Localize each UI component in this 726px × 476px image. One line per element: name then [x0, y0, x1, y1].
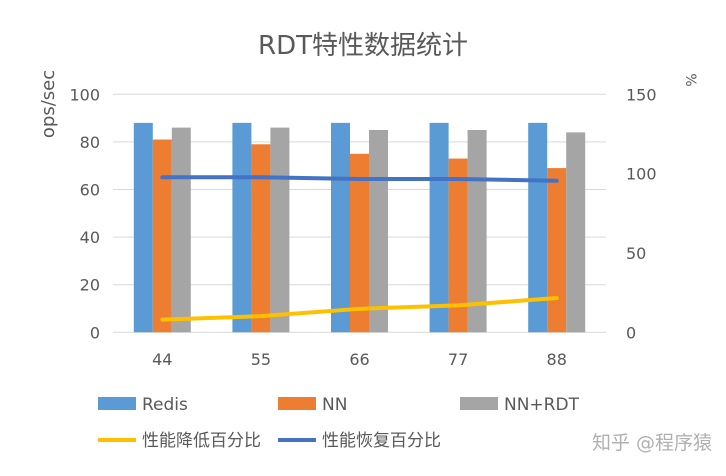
y-tick-label: 60 [80, 181, 100, 200]
legend-label: 性能恢复百分比 [322, 431, 441, 451]
y2-tick-label: 100 [626, 165, 657, 184]
bar-nn-rdt-55 [270, 128, 289, 333]
bar-nn-rdt-88 [566, 132, 585, 332]
x-tick-label: 66 [349, 350, 369, 369]
bar-nn-55 [251, 144, 270, 332]
y2-tick-label: 0 [626, 323, 636, 342]
y-tick-label: 40 [80, 228, 100, 247]
legend-swatch [460, 397, 498, 410]
bar-nn-88 [547, 168, 566, 332]
bar-nn-rdt-44 [172, 128, 191, 333]
bar-redis-77 [430, 123, 449, 332]
bar-redis-55 [232, 123, 251, 332]
legend-label: NN [322, 395, 347, 415]
bar-redis-44 [134, 123, 153, 332]
bar-redis-66 [331, 123, 350, 332]
legend-label: NN+RDT [504, 395, 580, 415]
chart-title: RDT特性数据统计 [258, 31, 468, 61]
y2-tick-label: 150 [626, 85, 657, 104]
y-tick-label: 20 [80, 276, 100, 295]
y-axis-label: ops/sec [38, 70, 59, 138]
y-tick-label: 0 [90, 323, 100, 342]
y-tick-label: 80 [80, 133, 100, 152]
y2-axis-label: % [682, 73, 698, 86]
x-tick-label: 44 [152, 350, 172, 369]
legend-swatch [98, 397, 136, 410]
x-tick-label: 55 [251, 350, 271, 369]
legend-label: 性能降低百分比 [142, 431, 261, 451]
bar-nn-44 [153, 140, 172, 333]
y2-tick-label: 50 [626, 244, 646, 263]
bar-nn-rdt-66 [369, 130, 388, 332]
x-tick-label: 88 [547, 350, 567, 369]
legend-swatch [278, 397, 316, 410]
watermark: 知乎 @程序猿 [592, 432, 712, 454]
legend-label: Redis [142, 395, 188, 415]
x-tick-label: 77 [448, 350, 468, 369]
y-tick-label: 100 [69, 85, 100, 104]
